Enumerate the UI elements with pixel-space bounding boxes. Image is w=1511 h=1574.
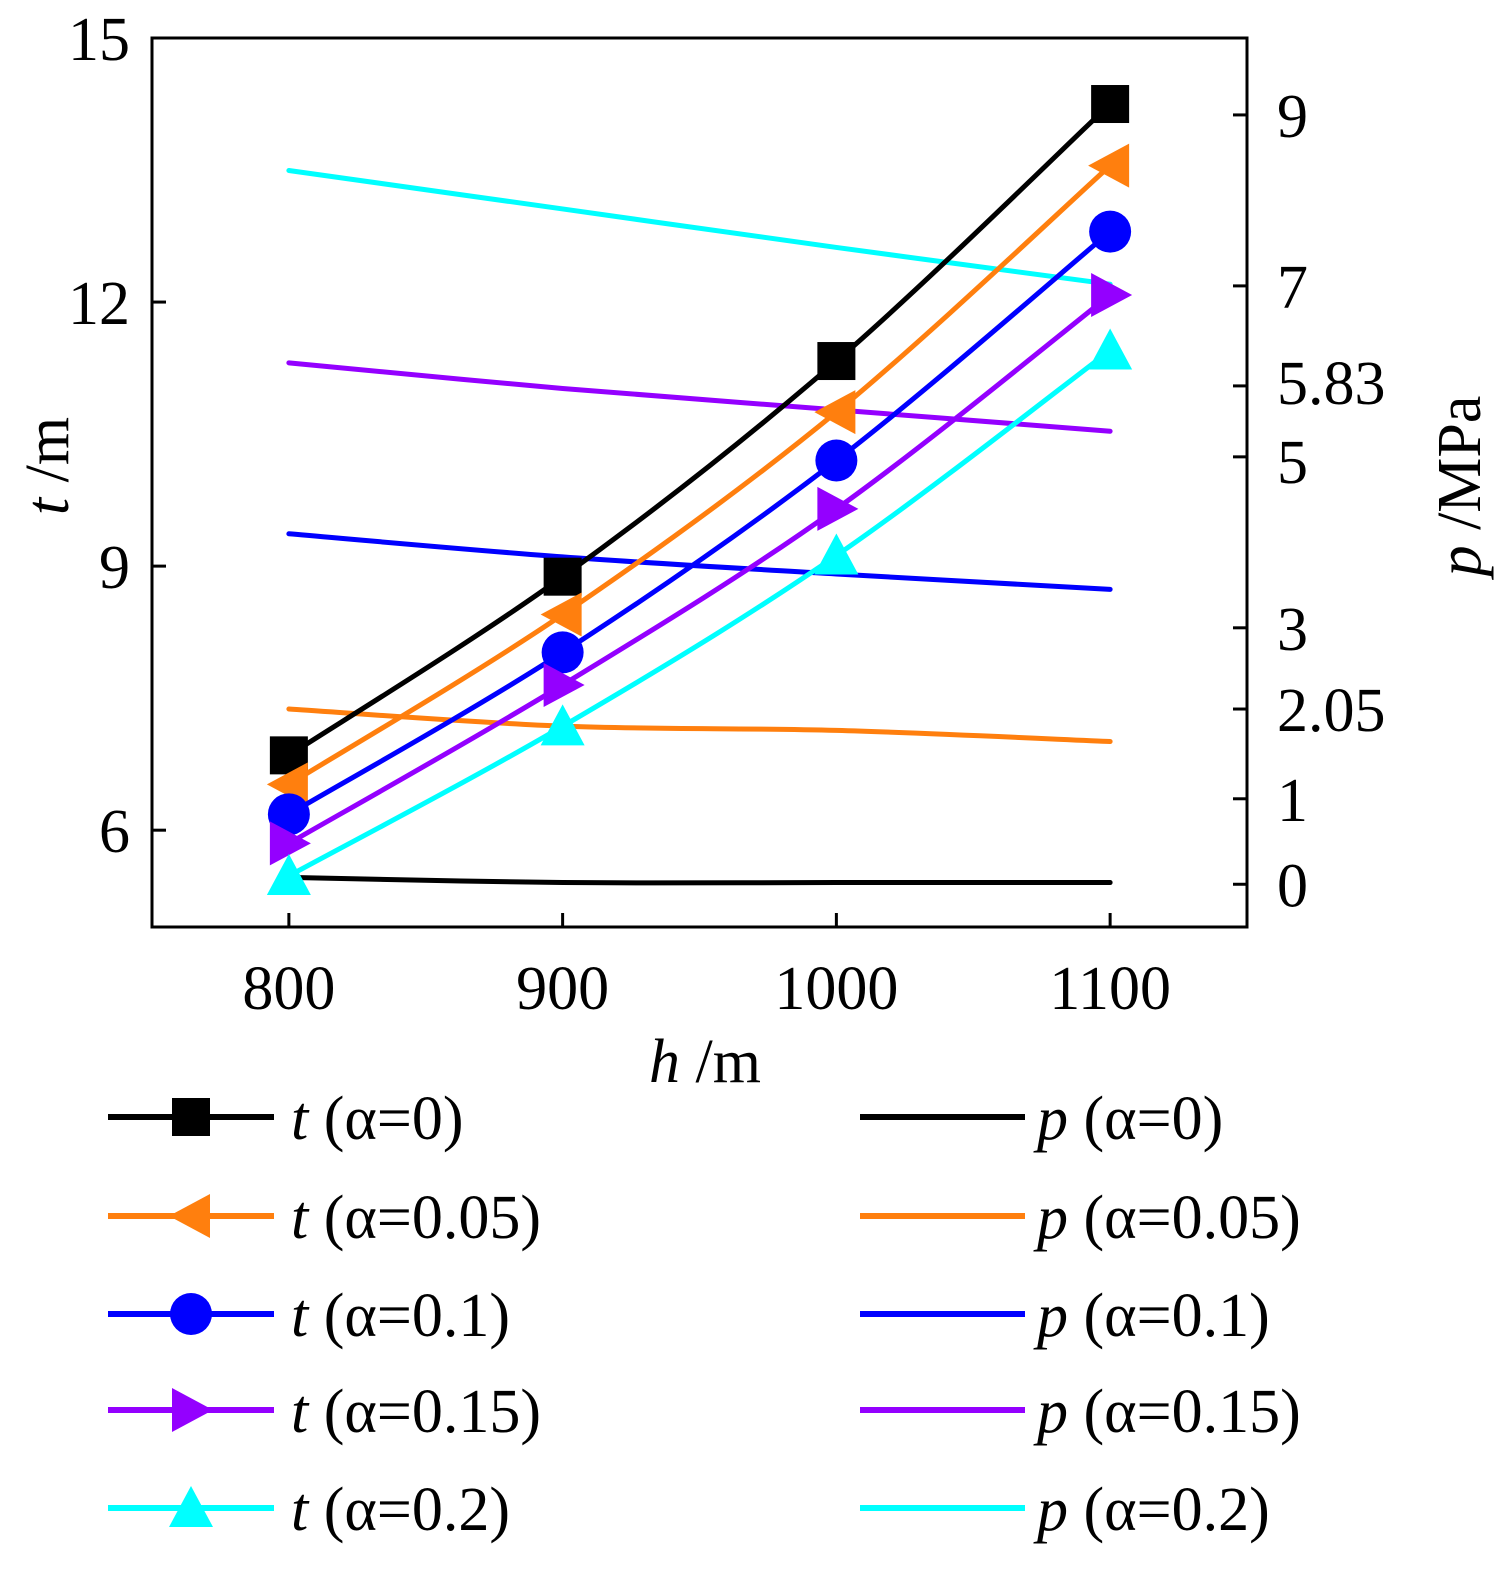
p-series-line	[286, 531, 1113, 592]
legend-marker-t	[172, 1098, 210, 1136]
t-series-point	[817, 342, 856, 381]
x-tick-label: 900	[516, 955, 609, 1023]
y-right-tick-label: 5	[1277, 429, 1308, 497]
y-left-tick-label: 9	[99, 534, 130, 602]
legend-label-p: p (α=0.15)	[1033, 1378, 1301, 1446]
legend-text: (α=0)	[308, 1085, 463, 1153]
legend-marker-t	[170, 1293, 212, 1335]
y-right-axis-unit: /MPa	[1426, 396, 1494, 546]
t-series-point	[540, 592, 582, 637]
legend-marker-t	[169, 1486, 213, 1527]
y-left-axis-var: t	[14, 496, 82, 515]
plot-frame	[150, 36, 1249, 929]
t-series-point	[817, 486, 859, 531]
y-right-tick-label: 9	[1277, 83, 1308, 151]
x-tick-label: 800	[242, 955, 335, 1023]
legend: t (α=0)t (α=0.05)t (α=0.1)t (α=0.15)t (α…	[108, 1085, 1301, 1544]
x-axis-var: h	[649, 1028, 680, 1096]
t-series-point	[266, 853, 311, 895]
t-series-point	[269, 821, 311, 866]
legend-label-t: t (α=0)	[291, 1085, 463, 1153]
p-series-group	[286, 167, 1113, 886]
legend-text: (α=0.15)	[308, 1378, 541, 1446]
legend-label-t: t (α=0.05)	[291, 1184, 541, 1252]
t-series-line	[286, 292, 1113, 846]
x-tick-label: 1000	[774, 955, 898, 1023]
legend-label-p: p (α=0.2)	[1033, 1476, 1270, 1544]
legend-var: t	[291, 1476, 310, 1544]
legend-text: (α=0.1)	[308, 1282, 510, 1350]
p-series-line	[286, 874, 1113, 886]
legend-label-p: p (α=0.05)	[1033, 1184, 1301, 1252]
y-left-axis-unit: /m	[14, 417, 82, 498]
t-series-point	[540, 704, 585, 746]
legend-label-t: t (α=0.2)	[291, 1476, 510, 1544]
y-right-tick-label: 1	[1277, 767, 1308, 835]
t-series-point	[1091, 85, 1130, 124]
legend-text: (α=0.2)	[308, 1476, 510, 1544]
legend-label-t: t (α=0.1)	[291, 1282, 510, 1350]
t-series-point	[1088, 328, 1133, 370]
t-series-point	[815, 439, 858, 482]
legend-var: p	[1033, 1378, 1068, 1446]
t-series-point	[1089, 210, 1132, 253]
legend-text: (α=0.15)	[1068, 1378, 1301, 1446]
y-right-tick-label: 3	[1277, 596, 1308, 664]
t-series-point	[541, 631, 584, 674]
y-right-axis-var: p	[1426, 545, 1494, 580]
t-series-line	[286, 163, 1113, 787]
legend-label-p: p (α=0)	[1033, 1085, 1223, 1153]
legend-text: (α=0.05)	[308, 1184, 541, 1252]
t-series-line	[286, 229, 1113, 817]
legend-var: t	[291, 1085, 310, 1153]
legend-var: t	[291, 1282, 310, 1350]
t-series-point	[543, 557, 582, 596]
y-left-tick-label: 6	[99, 798, 130, 866]
p-series-line	[286, 360, 1113, 434]
t-series-point	[814, 533, 859, 575]
legend-var: t	[291, 1378, 310, 1446]
legend-var: p	[1033, 1282, 1068, 1350]
legend-var: p	[1033, 1085, 1068, 1153]
legend-var: t	[291, 1184, 310, 1252]
legend-marker-t	[169, 1194, 210, 1238]
legend-var: p	[1033, 1184, 1068, 1252]
t-series-point	[267, 793, 310, 836]
p-series-line	[286, 706, 1113, 745]
x-tick-label: 1100	[1049, 955, 1171, 1023]
t-series-point	[543, 662, 585, 707]
legend-marker-t	[172, 1388, 213, 1432]
p-series-line	[286, 167, 1113, 287]
legend-text: (α=0.05)	[1068, 1184, 1301, 1252]
t-series-line	[286, 101, 1113, 758]
t-series-point	[814, 390, 856, 435]
y-right-tick-label: 2.05	[1277, 677, 1386, 745]
t-series-line	[286, 347, 1113, 879]
t-series-group	[266, 85, 1133, 895]
y-left-axis-title: t /m	[14, 417, 82, 515]
y-right-tick-label: 5.83	[1277, 350, 1386, 418]
t-series-point	[1088, 143, 1130, 188]
legend-text: (α=0.2)	[1068, 1476, 1270, 1544]
legend-label-t: t (α=0.15)	[291, 1378, 541, 1446]
legend-label-p: p (α=0.1)	[1033, 1282, 1270, 1350]
legend-text: (α=0.1)	[1068, 1282, 1270, 1350]
x-axis-unit: /m	[680, 1028, 761, 1096]
axes: 800 900 1000 1100 6 9 12 15 0 1 2.05 3 5 5.83 7 9	[68, 6, 1386, 1023]
y-left-tick-label: 15	[68, 6, 130, 74]
legend-var: p	[1033, 1476, 1068, 1544]
y-right-tick-label: 7	[1277, 254, 1308, 322]
y-right-tick-label: 0	[1277, 852, 1308, 920]
y-left-tick-label: 12	[68, 270, 130, 338]
legend-text: (α=0)	[1068, 1085, 1223, 1153]
y-right-axis-title: p /MPa	[1426, 396, 1494, 581]
t-series-point	[1091, 273, 1133, 318]
x-axis-title: h /m	[649, 1028, 761, 1096]
